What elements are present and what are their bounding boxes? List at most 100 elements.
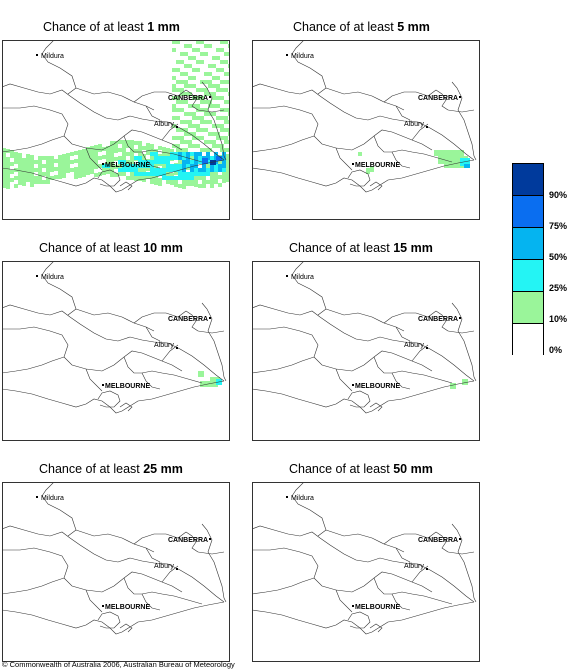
rainfall-probability-cell	[70, 160, 74, 164]
rainfall-probability-cell	[212, 56, 216, 60]
rainfall-probability-cell	[214, 176, 218, 180]
rainfall-probability-cell	[174, 156, 178, 160]
rainfall-probability-cell	[98, 164, 102, 168]
map-panel-1mm: Mildura CANBERRA Albury MELBOURNE	[2, 40, 230, 220]
melbourne-marker	[102, 163, 104, 165]
rainfall-probability-cell	[226, 158, 230, 162]
rainfall-probability-cell	[30, 163, 34, 167]
rainfall-probability-cell	[192, 112, 196, 116]
rainfall-probability-cell	[14, 184, 18, 188]
rainfall-probability-cell	[86, 159, 90, 163]
canberra-label: CANBERRA	[418, 537, 458, 544]
rainfall-probability-cell	[114, 165, 118, 169]
rainfall-probability-cell	[18, 165, 22, 169]
rainfall-probability-cell	[176, 148, 180, 152]
rainfall-probability-cell	[188, 120, 192, 124]
rainfall-probability-cell	[180, 120, 184, 124]
boundary-line	[291, 495, 327, 537]
rainfall-probability-cell	[122, 148, 126, 152]
rainfall-probability-cell	[150, 172, 154, 176]
rainfall-probability-cell	[126, 164, 130, 168]
rainfall-probability-cell	[192, 96, 196, 100]
rainfall-probability-cell	[102, 171, 106, 175]
rainfall-probability-cell	[206, 180, 210, 184]
rainfall-probability-cell	[82, 165, 86, 169]
boundary-line	[435, 310, 449, 332]
canberra-label: CANBERRA	[168, 537, 208, 544]
rainfall-probability-cell	[204, 52, 208, 56]
rainfall-probability-cell	[166, 160, 170, 164]
rainfall-probability-cell	[200, 128, 204, 132]
rainfall-probability-cell	[38, 156, 42, 160]
boundary-line	[41, 495, 77, 537]
rainfall-probability-cell	[166, 176, 170, 180]
rainfall-probability-cell	[204, 148, 208, 152]
rainfall-probability-cell	[154, 181, 158, 185]
rainfall-probability-cell	[142, 160, 146, 164]
rainfall-probability-cell	[184, 72, 188, 76]
rainfall-probability-cell	[126, 176, 130, 180]
rainfall-probability-cell	[22, 178, 26, 182]
rainfall-probability-cell	[10, 150, 14, 154]
rainfall-probability-cell	[200, 52, 204, 56]
copyright-notice: © Commonwealth of Australia 2006, Austra…	[2, 660, 235, 669]
rainfall-probability-cell	[226, 166, 230, 170]
rainfall-probability-cell	[94, 173, 98, 177]
boundary-line	[451, 523, 477, 603]
rainfall-probability-cell	[146, 147, 150, 151]
rainfall-probability-cell	[170, 181, 174, 185]
boundary-line	[383, 310, 437, 324]
rainfall-probability-cell	[58, 171, 62, 175]
mildura-marker	[36, 496, 38, 498]
rainfall-probability-cell	[138, 156, 142, 160]
panel-title-10mm: Chance of at least 10 mm	[39, 241, 183, 255]
rainfall-probability-cell	[62, 162, 66, 166]
rainfall-probability-cell	[196, 104, 200, 108]
legend-swatch-50-75	[512, 227, 544, 259]
rainfall-probability-cell	[212, 112, 216, 116]
rainfall-probability-cell	[188, 44, 192, 48]
map-frame	[252, 261, 480, 441]
canberra-label: CANBERRA	[168, 316, 208, 323]
boundary-line	[161, 123, 179, 141]
rainfall-probability-cell	[190, 152, 194, 156]
map-frame	[2, 261, 230, 441]
rainfall-probability-cell	[110, 153, 114, 157]
melbourne-marker	[102, 605, 104, 607]
boundary-line	[75, 308, 155, 332]
mildura-marker	[286, 275, 288, 277]
legend-label-90: 90%	[549, 190, 568, 200]
rainfall-probability-cell	[192, 68, 196, 72]
boundary-line	[411, 344, 429, 362]
rainfall-probability-cell	[146, 172, 150, 176]
boundary-line	[185, 89, 199, 111]
melbourne-marker	[352, 384, 354, 386]
rainfall-probability-cell	[46, 160, 50, 164]
rainfall-probability-cell	[212, 144, 216, 148]
rainfall-probability-cell	[222, 175, 226, 179]
boundary-line	[347, 169, 371, 187]
rainfall-probability-cell	[200, 116, 204, 120]
rainfall-probability-cell	[2, 148, 6, 152]
rainfall-probability-cell	[224, 108, 228, 112]
rainfall-probability-cell	[184, 112, 188, 116]
legend-label-50: 50%	[549, 252, 568, 262]
rainfall-probability-cell	[22, 158, 26, 162]
rainfall-probability-cell	[122, 160, 126, 164]
rainfall-probability-cell	[196, 88, 200, 92]
rainfall-probability-cell	[222, 171, 226, 175]
rainfall-probability-cell	[162, 172, 166, 176]
rainfall-probability-cell	[210, 164, 214, 168]
rainfall-probability-cell	[202, 158, 208, 164]
rainfall-probability-cell	[202, 180, 206, 184]
rainfall-probability-cell	[198, 172, 202, 176]
rainfall-probability-cell	[208, 132, 212, 136]
rainfall-probability-cell	[214, 168, 218, 172]
rainfall-probability-cell	[172, 136, 176, 140]
canberra-marker	[459, 317, 461, 319]
rainfall-probability-cell	[184, 140, 188, 144]
rainfall-probability-cell	[114, 145, 118, 149]
rainfall-probability-cell	[208, 120, 212, 124]
rainfall-probability-cell	[172, 96, 176, 100]
rainfall-probability-cell	[90, 146, 94, 150]
